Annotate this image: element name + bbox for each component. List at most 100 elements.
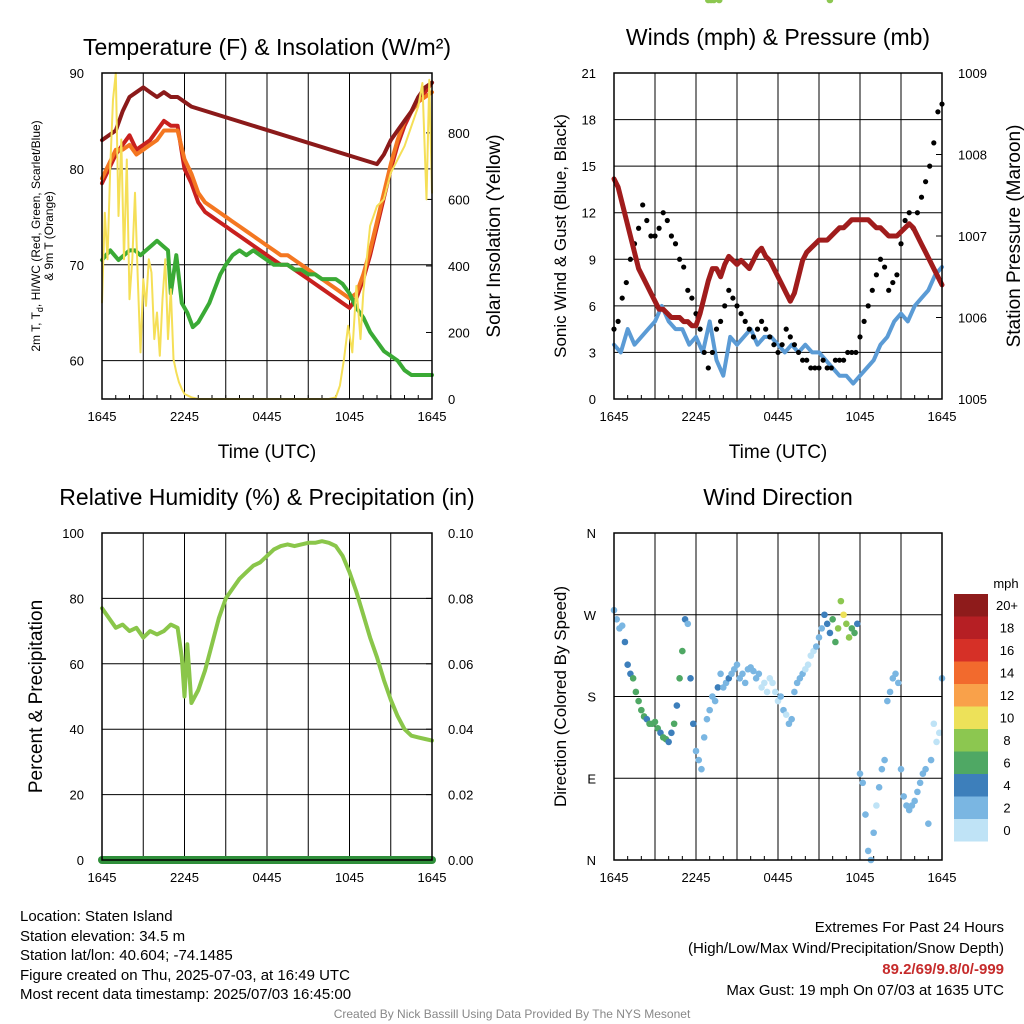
direction-point (878, 765, 886, 773)
direction-point (618, 622, 626, 629)
y-tick-label: 100 (62, 526, 84, 541)
y-tick-label: S (587, 690, 596, 705)
chart-title: Winds (mph) & Pressure (mb) (626, 24, 930, 50)
legend-label: 6 (1003, 756, 1010, 771)
legend-swatch (954, 684, 988, 707)
x-tick-label: 1645 (928, 870, 957, 885)
y2-tick-label: 1006 (958, 311, 987, 326)
direction-point (687, 675, 694, 682)
direction-point (788, 715, 795, 723)
y2-tick-label: 1009 (958, 66, 987, 81)
y-tick-label: N (587, 853, 596, 868)
plot-frame (613, 532, 943, 861)
legend-swatch (954, 751, 988, 774)
direction-point (635, 697, 642, 705)
extremes-title: Extremes For Past 24 Hours (814, 919, 1004, 936)
direction-point (763, 688, 771, 696)
legend-label: 20+ (996, 598, 1018, 613)
y2-tick-label: 1005 (958, 392, 987, 407)
direction-point (897, 765, 905, 773)
y-axis-label: 2m T, Td, HI/WC (Red, Green, Scarlet/Blu… (29, 120, 56, 351)
gust-point (664, 217, 670, 224)
direction-point (829, 615, 836, 623)
direction-point (935, 729, 943, 737)
direction-point (703, 715, 711, 723)
direction-point (717, 670, 724, 678)
gust-point (808, 365, 814, 371)
legend-swatch (954, 639, 988, 662)
direction-point (733, 661, 741, 669)
gust-point (734, 303, 740, 309)
direction-point (892, 670, 899, 678)
direction-point (864, 847, 872, 855)
series-line (100, 90, 434, 301)
legend-label: 14 (1000, 666, 1014, 681)
gust-point (800, 357, 806, 363)
plot-frame (101, 532, 433, 861)
x-tick-label: 1645 (88, 870, 117, 885)
direction-point (875, 784, 883, 791)
gust-point (923, 179, 929, 185)
direction-point (832, 638, 839, 646)
direction-point (804, 661, 812, 669)
y-tick-label: 15 (582, 159, 596, 174)
y2-tick-label: 0.06 (448, 657, 473, 672)
y-tick-label: 70 (70, 258, 84, 273)
direction-point (927, 756, 935, 764)
gust-point (730, 295, 736, 301)
direction-point (823, 620, 831, 628)
direction-point (922, 765, 929, 773)
y2-tick-label: 800 (448, 126, 470, 141)
gust-point (890, 279, 896, 286)
y-tick-label: N (587, 526, 596, 541)
direction-point (676, 675, 683, 682)
gust-point (705, 365, 711, 371)
gust-point (767, 334, 773, 340)
direction-point (710, 0, 718, 4)
direction-point (651, 718, 659, 726)
x-tick-label: 1045 (846, 870, 875, 885)
gust-point (927, 163, 933, 169)
gust-point (681, 264, 687, 270)
direction-point (840, 611, 847, 619)
direction-point (843, 620, 850, 628)
gust-point (668, 233, 675, 239)
gust-point (869, 287, 875, 293)
series-line (100, 539, 434, 743)
direction-point (632, 688, 640, 696)
direction-point (673, 702, 681, 709)
extremes-summary: Extremes For Past 24 Hours (High/Low/Max… (688, 917, 1004, 1001)
gust-point (742, 318, 748, 324)
gust-point (779, 342, 785, 348)
gust-point (636, 225, 642, 231)
gust-point (627, 256, 634, 262)
gust-point (615, 318, 621, 324)
x-tick-label: 1645 (600, 870, 629, 885)
x-tick-label: 1645 (418, 870, 447, 885)
direction-point (881, 756, 888, 764)
direction-point (826, 0, 834, 4)
y-tick-label: 40 (70, 722, 84, 737)
x-tick-label: 1645 (418, 409, 447, 424)
gust-point (882, 264, 888, 270)
gust-point (931, 140, 937, 146)
direction-point (689, 720, 697, 728)
x-tick-label: 1045 (335, 409, 364, 424)
chart-title: Relative Humidity (%) & Precipitation (i… (59, 484, 474, 510)
gust-point (816, 365, 822, 371)
y2-tick-label: 200 (448, 325, 470, 340)
legend-label: 10 (1000, 711, 1014, 726)
gust-point (722, 303, 728, 309)
x-tick-label: 1645 (600, 409, 629, 424)
gust-point (783, 326, 789, 332)
gust-point (787, 334, 793, 340)
chart-title: Wind Direction (703, 484, 853, 510)
gust-point (877, 256, 884, 262)
direction-point (613, 615, 621, 623)
gust-point (648, 233, 654, 239)
legend-label: 8 (1003, 733, 1010, 748)
gust-point (709, 349, 716, 356)
y2-tick-label: 0 (448, 392, 455, 407)
direction-point (741, 679, 749, 687)
gust-point (861, 318, 867, 324)
